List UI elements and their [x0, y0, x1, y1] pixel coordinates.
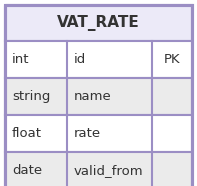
Bar — [5, 5, 192, 41]
Text: float: float — [12, 127, 42, 140]
Text: PK: PK — [164, 53, 180, 66]
Bar — [5, 152, 192, 186]
Text: int: int — [12, 53, 30, 66]
Text: string: string — [12, 90, 50, 103]
Text: name: name — [74, 90, 112, 103]
Bar — [5, 41, 192, 78]
Text: VAT_RATE: VAT_RATE — [57, 15, 140, 31]
Text: id: id — [74, 53, 86, 66]
Bar — [5, 78, 192, 115]
Text: date: date — [12, 164, 42, 177]
Text: valid_from: valid_from — [74, 164, 144, 177]
Bar — [5, 115, 192, 152]
Text: rate: rate — [74, 127, 101, 140]
